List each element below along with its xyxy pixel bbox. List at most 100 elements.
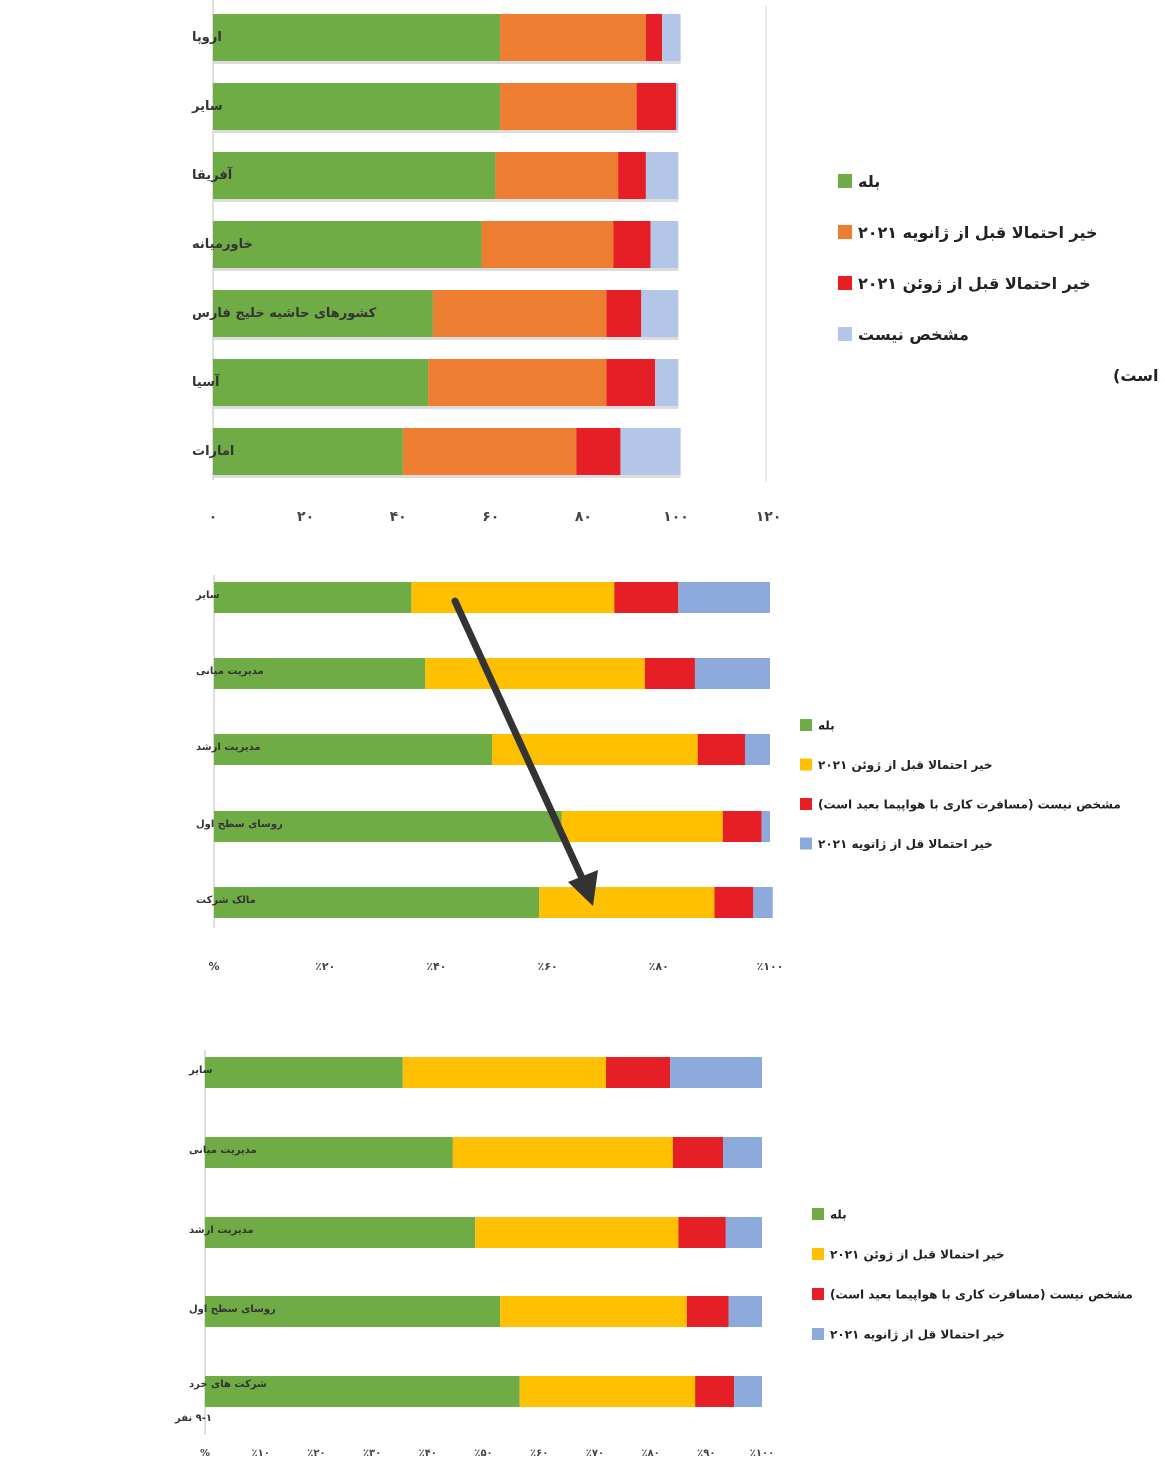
bar-segment	[614, 582, 679, 613]
legend-swatch	[800, 798, 812, 810]
bar-segment	[672, 1137, 724, 1168]
bar-segment	[725, 1217, 762, 1248]
x-tick-label: ٪۴۰	[419, 1448, 437, 1459]
x-tick-label: ۱۲۰	[756, 509, 782, 525]
bar-segment	[697, 734, 745, 765]
bar-segment	[606, 1057, 671, 1088]
legend-entry: مشخص نیست	[858, 325, 969, 344]
x-tick-label: %	[200, 1448, 210, 1459]
legend-entry: خیر احتمالا قبل از ژوئن ۲۰۲۱	[818, 758, 993, 773]
x-tick-label: ٪۷۰	[586, 1448, 604, 1459]
bar-segment	[728, 1296, 762, 1327]
x-tick-label: ٪۱۰۰	[750, 1448, 774, 1459]
bar-segment	[613, 221, 651, 268]
category-label: کشورهای حاشیه خلیج فارس	[192, 306, 377, 321]
x-tick-label: ٪۸۰	[649, 960, 669, 973]
x-tick-label: ٪۵۰	[474, 1448, 492, 1459]
bar-segment	[411, 582, 615, 613]
category-label: سایر	[195, 590, 220, 601]
bar-segment	[214, 734, 492, 765]
x-tick-label: ۶۰	[482, 509, 499, 525]
bar-segment	[723, 1137, 762, 1168]
category-label: مدیریت میانی	[196, 666, 264, 677]
category-label: مدیریت ارشد	[196, 742, 261, 753]
bar-segment	[734, 1376, 762, 1407]
category-label: امارات	[192, 444, 234, 459]
bar-segment	[481, 221, 614, 268]
bar-segment	[205, 1057, 403, 1088]
bar-segment	[205, 1137, 453, 1168]
bar-segment	[655, 359, 679, 406]
bar-segment	[214, 582, 412, 613]
legend-swatch	[812, 1248, 824, 1260]
x-tick-label: ٪۴۰	[426, 960, 446, 973]
bar-segment	[213, 290, 433, 337]
bar-shadow	[213, 268, 679, 271]
category-label: خاورمیانه	[192, 237, 253, 252]
x-tick-label: ۲۰	[297, 509, 314, 525]
bar-segment	[618, 152, 646, 199]
legend-entry: بله	[830, 1208, 847, 1222]
bar-segment	[452, 1137, 673, 1168]
legend-swatch	[838, 327, 852, 341]
bar-segment	[495, 152, 619, 199]
bar-segment	[213, 428, 403, 475]
bar-segment	[694, 658, 770, 689]
legend-swatch	[800, 758, 812, 771]
bar-segment	[662, 14, 681, 61]
legend-entry: بله	[818, 719, 835, 733]
bar-segment	[205, 1376, 520, 1407]
legend-entry: خیر احتمالا قبل از ژانویه ۲۰۲۱	[858, 223, 1098, 242]
bar-segment	[402, 1057, 607, 1088]
bar-segment	[500, 14, 646, 61]
bar-segment	[475, 1217, 679, 1248]
bar-segment	[676, 83, 679, 130]
bar-segment	[644, 658, 695, 689]
bar-segment	[214, 658, 426, 689]
category-label: آسیا	[192, 373, 220, 390]
legend-entry: مشخص نیست (مسافرت کاری با هواپیما بعید ا…	[830, 1288, 1133, 1303]
bar-segment	[213, 221, 482, 268]
x-tick-label: ٪۶۰	[538, 960, 558, 973]
bar-shadow	[213, 130, 679, 133]
bar-segment	[686, 1296, 729, 1327]
category-label: اروپا	[192, 30, 222, 45]
chart-job-positions: سایر مدیریت میانی مدیریت ارشد روسای سطح اول…	[195, 575, 1121, 973]
bar-segment	[539, 887, 715, 918]
x-tick-label: ٪۶۰	[530, 1448, 548, 1459]
bar-shadow	[213, 337, 679, 340]
bar-segment	[425, 658, 645, 689]
bar-segment	[641, 290, 679, 337]
category-label: روسای سطح اول	[189, 1304, 276, 1315]
category-label: مالک شرکت	[196, 895, 256, 906]
category-label-line2: ۹-۱ نفر	[174, 1413, 212, 1424]
legend-swatch	[800, 837, 812, 850]
bar-segment	[561, 811, 723, 842]
bar-segment	[695, 1376, 735, 1407]
bar-segment	[205, 1296, 501, 1327]
bar-shadow	[213, 199, 679, 202]
bar-segment	[650, 221, 679, 268]
x-tick-label: %	[208, 960, 219, 973]
bar-segment	[213, 83, 501, 130]
bar-segment	[213, 14, 501, 61]
bar-segment	[402, 428, 577, 475]
category-label: شرکت های خرد	[189, 1379, 267, 1390]
legend-swatch	[812, 1328, 824, 1340]
x-tick-label: ۱۰۰	[663, 509, 689, 525]
chart-company-size: سایر مدیریت میانی مدیریت ارشد روسای سطح اول…	[174, 1050, 1133, 1459]
legend-entry: خیر احتمالا قل از ژانویه ۲۰۲۱	[818, 837, 993, 852]
x-tick-label: ٪۹۰	[697, 1448, 715, 1459]
category-label: سایر	[188, 1065, 213, 1076]
bar-segment	[714, 887, 754, 918]
legend-entry: خیر احتمالا قبل از ژوئن ۲۰۲۱	[830, 1248, 1005, 1263]
bar-segment	[678, 1217, 726, 1248]
bar-segment	[500, 83, 637, 130]
bar-segment	[753, 887, 773, 918]
bar-segment	[213, 359, 429, 406]
bar-segment	[636, 83, 676, 130]
legend-entry: خیر احتمالا قل از ژانویه ۲۰۲۱	[830, 1328, 1005, 1343]
category-label: آفریقا	[192, 166, 233, 183]
bar-segment	[744, 734, 770, 765]
